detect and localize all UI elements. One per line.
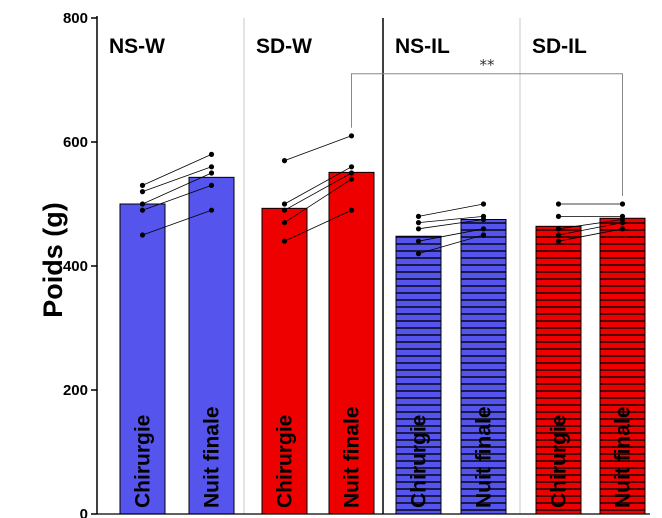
data-point bbox=[619, 201, 626, 207]
bar-label: Chirurgie bbox=[548, 415, 571, 508]
data-point bbox=[281, 238, 288, 244]
paired-line bbox=[418, 219, 484, 230]
data-point bbox=[619, 226, 626, 232]
data-point bbox=[555, 201, 562, 207]
data-point bbox=[348, 133, 355, 139]
data-point bbox=[208, 164, 215, 170]
data-point bbox=[208, 151, 215, 157]
data-point bbox=[415, 220, 422, 226]
bar-sd-il-chirurgie bbox=[535, 225, 582, 515]
plot-area: ** Chirurgie Nuit finale Chirurgie Nuit fina… bbox=[63, 10, 650, 518]
data-point bbox=[555, 213, 562, 219]
data-point bbox=[415, 251, 422, 257]
data-point bbox=[281, 220, 288, 226]
data-point bbox=[348, 164, 355, 170]
bar-label: Chirurgie bbox=[132, 415, 155, 508]
significance-bracket bbox=[351, 73, 623, 196]
data-point bbox=[415, 213, 422, 219]
data-point bbox=[281, 201, 288, 207]
group-label: NS-IL bbox=[395, 35, 450, 58]
data-point bbox=[139, 182, 146, 188]
paired-line bbox=[284, 135, 352, 161]
data-point bbox=[208, 170, 215, 176]
bar-label: Chirurgie bbox=[408, 415, 431, 508]
bar-ns-w-chirurgie bbox=[119, 203, 166, 515]
data-point bbox=[139, 207, 146, 213]
paired-line bbox=[284, 172, 352, 211]
y-tick-label: 400 bbox=[63, 258, 88, 275]
bar-ns-w-nuit-finale bbox=[188, 176, 235, 515]
data-point bbox=[480, 232, 487, 238]
paired-line bbox=[284, 166, 352, 205]
bar-label: Nuit finale bbox=[473, 406, 496, 508]
paired-line bbox=[284, 178, 352, 223]
paired-line bbox=[418, 203, 484, 217]
group-label: SD-W bbox=[256, 35, 312, 58]
paired-line bbox=[418, 228, 484, 242]
paired-line bbox=[142, 209, 212, 236]
paired-line bbox=[142, 172, 212, 205]
bar-sd-w-chirurgie bbox=[261, 207, 308, 515]
data-point bbox=[139, 232, 146, 238]
bar-label: Nuit finale bbox=[201, 406, 224, 508]
paired-line bbox=[142, 166, 212, 192]
paired-line bbox=[558, 219, 623, 230]
data-point bbox=[208, 182, 215, 188]
y-tick-label: 200 bbox=[63, 382, 88, 399]
data-point bbox=[619, 220, 626, 226]
data-point bbox=[139, 189, 146, 195]
paired-line bbox=[142, 185, 212, 211]
bar-label: Nuit finale bbox=[341, 406, 364, 508]
data-point bbox=[348, 170, 355, 176]
data-point bbox=[281, 158, 288, 164]
data-point bbox=[555, 232, 562, 238]
y-axis-label: Poids (g) bbox=[38, 202, 68, 318]
bar-label: Nuit finale bbox=[612, 406, 635, 508]
bar-label: Chirurgie bbox=[274, 415, 297, 508]
y-tick-label: 800 bbox=[63, 10, 88, 27]
paired-line bbox=[284, 209, 352, 242]
data-point bbox=[208, 207, 215, 213]
paired-line bbox=[558, 222, 623, 236]
paired-line bbox=[558, 228, 623, 242]
data-point bbox=[415, 226, 422, 232]
paired-line bbox=[418, 216, 484, 223]
data-point bbox=[348, 176, 355, 182]
bar-sd-il-nuit-finale bbox=[599, 217, 646, 515]
data-point bbox=[281, 207, 288, 213]
paired-line bbox=[418, 234, 484, 254]
data-point bbox=[139, 201, 146, 207]
data-point bbox=[480, 216, 487, 223]
group-label: NS-W bbox=[109, 35, 165, 58]
paired-line bbox=[142, 154, 212, 186]
group-label: SD-IL bbox=[532, 35, 587, 58]
significance-label: ** bbox=[480, 56, 496, 74]
data-point bbox=[480, 226, 487, 232]
data-point bbox=[415, 238, 422, 244]
data-point bbox=[555, 238, 562, 244]
y-tick-label: 0 bbox=[80, 506, 88, 518]
data-point bbox=[555, 226, 562, 232]
data-point bbox=[348, 207, 355, 213]
data-point bbox=[480, 201, 487, 207]
y-tick-label: 600 bbox=[63, 134, 88, 151]
